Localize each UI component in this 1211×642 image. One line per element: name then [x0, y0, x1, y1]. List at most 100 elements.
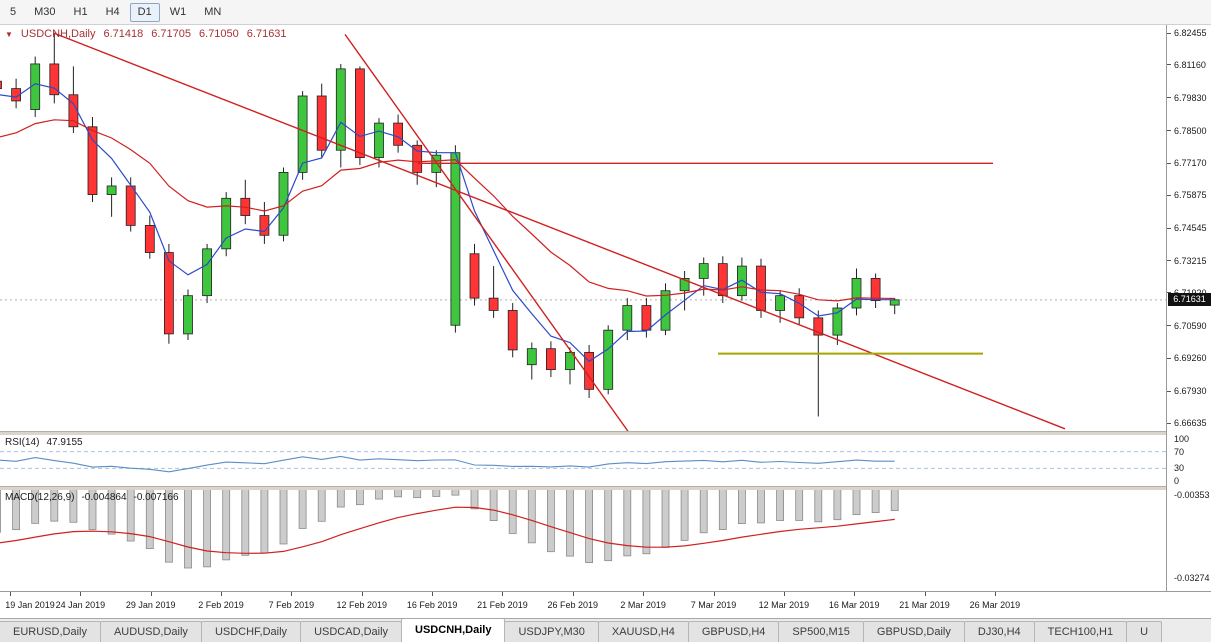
macd-signal-line — [0, 506, 895, 554]
macd-histogram-bar — [833, 490, 842, 521]
trendline-2[interactable] — [344, 33, 629, 431]
candle-down — [469, 253, 480, 299]
macd-histogram-bar — [279, 490, 288, 545]
time-axis-label: 29 Jan 2019 — [125, 600, 176, 610]
macd-title: MACD(12,26,9) — [5, 492, 75, 503]
time-axis[interactable]: 19 Jan 2019 24 Jan 2019 29 Jan 2019 2 Feb 2… — [0, 591, 1211, 618]
tab-u[interactable]: U — [1126, 621, 1163, 642]
tab-usdcnh-daily[interactable]: USDCNH,Daily — [401, 619, 506, 642]
macd-histogram-bar — [547, 490, 555, 553]
tab-tech100-h1[interactable]: TECH100,H1 — [1033, 621, 1128, 642]
timeframe-button-w1[interactable]: W1 — [169, 5, 187, 18]
time-axis-label: 26 Feb 2019 — [547, 600, 599, 610]
timeframe-button-mn[interactable]: MN — [204, 5, 222, 18]
macd-histogram-bar — [241, 490, 250, 556]
symbol-ohlc-header: ▼ USDCNH,Daily 6.71418 6.71705 6.71050 6… — [5, 28, 287, 40]
candle-up — [832, 307, 843, 336]
ohlc-low: 6.71050 — [199, 28, 239, 40]
macd-histogram-bar — [890, 490, 899, 512]
macd-histogram-bar — [12, 490, 21, 531]
price-axis-tick — [1167, 32, 1171, 34]
tab-xauusd-h4[interactable]: XAUUSD,H4 — [597, 621, 689, 642]
macd-histogram-bar — [470, 490, 479, 510]
timeframe-button-5[interactable]: 5 — [10, 5, 17, 18]
macd-histogram-bar — [795, 490, 804, 521]
candle-up — [183, 295, 193, 335]
time-axis-tick — [572, 592, 574, 596]
time-axis-tick — [80, 592, 82, 596]
macd-histogram-bar — [680, 490, 689, 541]
time-axis-tick — [924, 592, 926, 596]
rsi-axis-label: 100 — [1174, 434, 1190, 444]
price-axis-tick — [1167, 162, 1171, 164]
ohlc-open: 6.71418 — [103, 28, 144, 40]
tab-gbpusd-h4[interactable]: GBPUSD,H4 — [687, 621, 780, 642]
macd-histogram-bar — [432, 490, 441, 497]
rsi-axis-label: 70 — [1174, 446, 1185, 457]
macd-histogram-bar — [184, 490, 192, 569]
macd-histogram-bar — [317, 490, 326, 522]
price-axis-label: 6.82455 — [1174, 28, 1207, 38]
time-axis-tick — [150, 592, 152, 596]
candle-up — [622, 305, 633, 331]
candle-down — [813, 317, 824, 336]
macd-histogram-bar — [222, 490, 231, 561]
expand-arrow-icon[interactable]: ▼ — [5, 29, 13, 39]
price-axis[interactable]: 6.82455 6.81160 6.79830 6.78500 6.77170 6.758… — [1166, 25, 1211, 591]
tab-usdjpy-m30[interactable]: USDJPY,M30 — [504, 621, 599, 642]
price-axis-tick — [1167, 130, 1171, 131]
timeframe-button-m30[interactable]: M30 — [34, 5, 56, 18]
macd-histogram-bar — [164, 490, 173, 563]
tab-usdchf-daily[interactable]: USDCHF,Daily — [200, 621, 302, 642]
candle-down — [507, 310, 518, 351]
time-axis-label: 7 Feb 2019 — [268, 600, 315, 610]
time-axis-tick — [643, 592, 645, 596]
timeframe-button-h4[interactable]: H4 — [105, 5, 120, 18]
price-axis-label: 6.66635 — [1174, 418, 1207, 428]
time-axis-label: 21 Mar 2019 — [899, 600, 950, 610]
tab-sp500-m15[interactable]: SP500,M15 — [778, 621, 864, 642]
trendline-1[interactable] — [53, 32, 1066, 430]
candle-up — [851, 278, 862, 309]
candle-up — [565, 351, 575, 371]
candle-down — [870, 278, 881, 302]
price-axis-tick — [1167, 292, 1171, 294]
macd-histogram-bar — [394, 490, 403, 498]
rsi-panel-header: RSI(14) 47.9155 — [5, 437, 83, 448]
timeframe-button-h1[interactable]: H1 — [73, 5, 88, 18]
tab-eurusd-daily[interactable]: EURUSD,Daily — [0, 621, 101, 642]
price-axis-label: 6.79830 — [1174, 92, 1207, 103]
time-axis-label: 24 Jan 2019 — [55, 600, 106, 610]
price-axis-label: 6.75875 — [1174, 190, 1207, 201]
macd-main-value: -0.004864 — [81, 492, 127, 503]
timeframe-button-d1[interactable]: D1 — [129, 2, 160, 22]
price-axis-tick — [1167, 260, 1171, 262]
macd-histogram-bar — [336, 490, 345, 508]
macd-indicator-panel[interactable] — [0, 490, 1166, 591]
tab-gbpusd-daily[interactable]: GBPUSD,Daily — [862, 621, 965, 642]
chart-region: ▼ USDCNH,Daily 6.71418 6.71705 6.71050 6… — [0, 25, 1211, 618]
price-axis-tick — [1167, 97, 1171, 99]
candle-down — [259, 215, 270, 236]
candle-down — [316, 95, 327, 151]
macd-histogram-bar — [623, 490, 632, 557]
macd-histogram-bar — [451, 490, 460, 496]
main-price-chart[interactable] — [0, 25, 1166, 431]
ohlc-high: 6.71705 — [151, 28, 192, 40]
candle-down — [393, 122, 404, 146]
time-axis-label: 12 Feb 2019 — [336, 600, 388, 610]
tab-dj30-h4[interactable]: DJ30,H4 — [963, 621, 1035, 642]
macd-histogram-bar — [738, 490, 746, 524]
candle-down — [412, 144, 423, 173]
time-axis-label: 2 Mar 2019 — [620, 600, 666, 610]
time-axis-label: 7 Mar 2019 — [690, 600, 737, 610]
tab-usdcad-daily[interactable]: USDCAD,Daily — [300, 621, 403, 642]
candle-up — [450, 152, 461, 326]
tab-audusd-daily[interactable]: AUDUSD,Daily — [99, 621, 202, 642]
macd-histogram-bar — [0, 490, 1, 533]
candle-up — [278, 172, 289, 236]
candle-up — [374, 122, 384, 159]
rsi-indicator-panel[interactable] — [0, 435, 1166, 486]
candle-up — [221, 197, 232, 250]
